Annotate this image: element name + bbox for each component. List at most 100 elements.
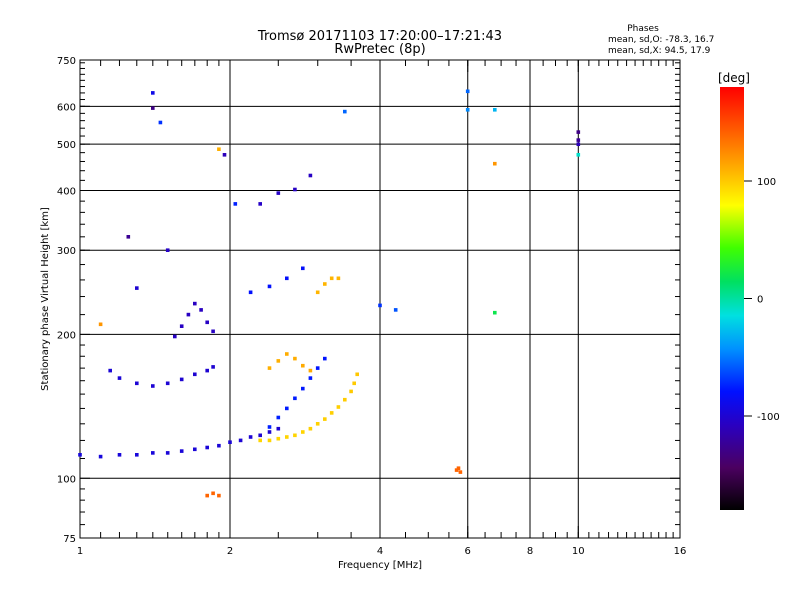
data-point bbox=[135, 453, 139, 457]
data-point bbox=[493, 161, 497, 166]
data-point bbox=[276, 415, 281, 420]
y-tick-label: 300 bbox=[57, 246, 76, 257]
data-point bbox=[117, 376, 122, 380]
data-point bbox=[576, 153, 581, 157]
colorbar-tick-label: 0 bbox=[757, 295, 763, 306]
data-point bbox=[211, 491, 215, 496]
data-point bbox=[267, 284, 272, 289]
data-point bbox=[352, 381, 356, 386]
data-point bbox=[205, 445, 209, 450]
data-point bbox=[173, 334, 177, 339]
data-point bbox=[323, 282, 327, 286]
y-tick-label: 75 bbox=[63, 534, 76, 545]
data-point bbox=[267, 366, 272, 370]
data-point bbox=[301, 266, 305, 271]
data-point bbox=[158, 120, 163, 125]
y-tick-label: 500 bbox=[57, 140, 76, 151]
data-point bbox=[248, 290, 253, 295]
data-point bbox=[267, 430, 272, 434]
colorbar-ticks: 100 0 -100 bbox=[744, 177, 780, 423]
data-point bbox=[576, 138, 581, 142]
data-point bbox=[117, 453, 122, 457]
data-point bbox=[576, 130, 581, 134]
data-point bbox=[315, 366, 320, 370]
grid bbox=[80, 60, 680, 538]
y-tick-label: 600 bbox=[57, 102, 76, 113]
x-tick-labels: 1 2 4 6 8 10 16 bbox=[77, 546, 687, 557]
y-tick-labels: 75 100 200 300 400 500 600 750 bbox=[57, 56, 76, 545]
x-tick-label: 6 bbox=[465, 546, 471, 557]
data-point bbox=[285, 276, 289, 281]
y-tick-label: 200 bbox=[57, 330, 76, 341]
data-point bbox=[267, 425, 272, 429]
data-point bbox=[199, 308, 203, 312]
data-point bbox=[315, 422, 320, 426]
data-point bbox=[248, 435, 253, 439]
data-point bbox=[323, 356, 327, 361]
data-point bbox=[301, 386, 305, 391]
data-point bbox=[98, 454, 103, 459]
chart-subtitle: RwPretec (8p) bbox=[334, 42, 425, 57]
stats-x-line: mean, sd,X: 94.5, 17.9 bbox=[608, 46, 711, 56]
data-point bbox=[465, 89, 470, 94]
data-point bbox=[222, 153, 227, 157]
data-point bbox=[454, 468, 459, 472]
x-tick-label: 16 bbox=[674, 546, 687, 557]
data-points bbox=[78, 89, 581, 498]
data-point bbox=[378, 303, 382, 308]
data-point bbox=[193, 372, 197, 377]
data-point bbox=[336, 405, 341, 409]
data-point bbox=[233, 202, 238, 206]
data-point bbox=[308, 376, 313, 380]
data-point bbox=[393, 308, 398, 312]
colorbar-tick-label: -100 bbox=[757, 412, 780, 423]
data-point bbox=[308, 426, 313, 431]
data-point bbox=[276, 191, 281, 195]
x-tick-label: 10 bbox=[572, 546, 585, 557]
data-point bbox=[78, 453, 82, 457]
data-point bbox=[217, 147, 221, 151]
data-point bbox=[308, 368, 313, 373]
data-point bbox=[576, 142, 581, 146]
data-point bbox=[135, 381, 139, 386]
data-point bbox=[258, 438, 262, 443]
data-point bbox=[458, 470, 463, 474]
data-point bbox=[205, 368, 209, 373]
data-point bbox=[151, 106, 155, 110]
data-point bbox=[301, 430, 305, 434]
y-tick-label: 750 bbox=[57, 56, 76, 67]
data-point bbox=[179, 377, 184, 382]
data-point bbox=[151, 384, 155, 388]
stats-o-line: mean, sd,O: -78.3, 16.7 bbox=[608, 35, 714, 45]
minor-ticks bbox=[79, 59, 681, 539]
data-point bbox=[336, 276, 341, 281]
data-point bbox=[205, 320, 209, 325]
data-point bbox=[343, 397, 347, 402]
data-point bbox=[258, 202, 262, 206]
x-tick-label: 1 bbox=[77, 546, 83, 557]
data-point bbox=[217, 443, 221, 448]
data-point bbox=[308, 173, 313, 178]
data-point bbox=[293, 187, 297, 192]
colorbar bbox=[720, 87, 744, 510]
data-point bbox=[285, 406, 289, 411]
colorbar-tick-label: 100 bbox=[757, 177, 776, 188]
x-tick-label: 2 bbox=[227, 546, 233, 557]
data-point bbox=[258, 433, 262, 438]
data-point bbox=[135, 286, 139, 290]
data-point bbox=[349, 389, 353, 394]
data-point bbox=[211, 329, 215, 334]
data-point bbox=[165, 248, 170, 252]
data-point bbox=[285, 352, 289, 356]
y-tick-label: 400 bbox=[57, 186, 76, 197]
data-point bbox=[267, 438, 272, 443]
data-point bbox=[211, 365, 215, 369]
data-point bbox=[293, 433, 297, 438]
data-point bbox=[193, 301, 197, 306]
data-point bbox=[323, 417, 327, 421]
data-point bbox=[179, 449, 184, 453]
data-point bbox=[151, 451, 155, 455]
data-point bbox=[355, 372, 359, 377]
data-point bbox=[329, 411, 334, 415]
x-tick-label: 8 bbox=[527, 546, 533, 557]
